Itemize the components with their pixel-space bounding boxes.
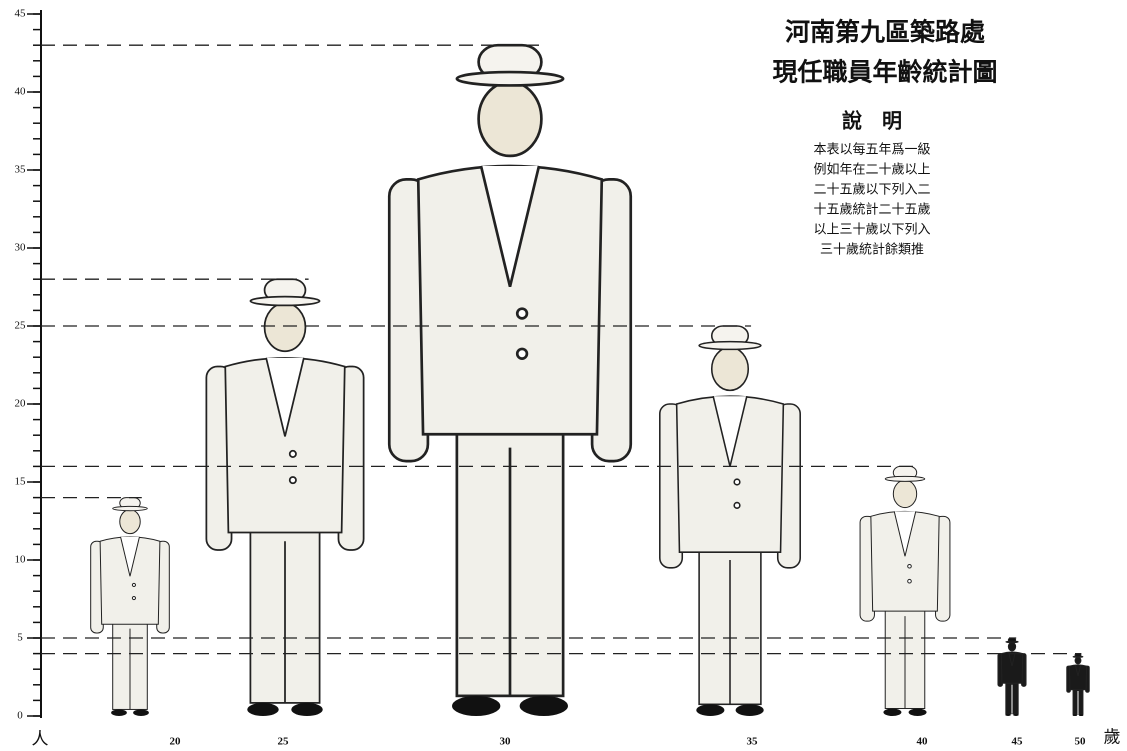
y-tick-label: 45 (15, 8, 27, 20)
chart-title: 河南第九區築路處 (785, 18, 985, 47)
figure-button (515, 347, 529, 360)
figure (90, 497, 170, 716)
figure-shoe (908, 708, 927, 716)
note-line: 以上三十歲以下列入 (813, 223, 930, 238)
figure-jacket (870, 510, 940, 612)
figure-head (892, 479, 918, 509)
figure-jacket (99, 536, 161, 625)
figure-hat-brim (884, 475, 926, 482)
figure-button (288, 476, 297, 485)
y-tick-label: 0 (17, 710, 23, 722)
figure-button (733, 478, 741, 486)
chart-subtitle: 現任職員年齡統計圖 (772, 58, 997, 87)
figure-head (119, 509, 141, 535)
y-tick-label: 40 (15, 86, 27, 98)
figure-lapel (893, 511, 917, 557)
figure (997, 637, 1027, 717)
figure-button (131, 595, 137, 601)
figure-button (907, 578, 912, 584)
y-axis-label: 人 (32, 730, 49, 750)
figure-hat-brim (112, 505, 148, 512)
figure-lapel (1008, 651, 1016, 667)
y-tick-label: 15 (15, 476, 27, 488)
figure-hat-brim (698, 340, 762, 351)
x-tick-label: 30 (500, 736, 512, 748)
figure-hat-brim (249, 295, 321, 307)
figure-button (131, 582, 137, 588)
y-tick-label: 35 (15, 164, 27, 176)
figure-head (263, 302, 307, 353)
figure-lapel (120, 536, 140, 577)
note-line: 二十五歲以下列入二 (813, 183, 930, 198)
y-tick-label: 5 (17, 632, 23, 644)
figure-button (288, 449, 297, 458)
y-tick-label: 10 (15, 554, 27, 566)
y-tick-label: 30 (15, 242, 27, 254)
note-line: 十五歲統計二十五歲 (813, 202, 930, 218)
figure-jacket (1068, 664, 1088, 691)
figure-shoe (735, 704, 764, 717)
figure-shoe (1078, 714, 1084, 717)
x-tick-label: 20 (170, 736, 182, 748)
figure-shoe (1072, 714, 1078, 717)
figure-hat-brim (1005, 640, 1019, 644)
figure-lapel (1074, 664, 1082, 677)
figure (205, 278, 365, 716)
figure-hat-brim (455, 70, 565, 87)
figure-head (710, 346, 750, 392)
figure-head (477, 80, 543, 158)
x-tick-label: 25 (278, 736, 290, 748)
figure-shoe (247, 702, 279, 716)
figure-shoe (883, 708, 902, 716)
figure-head (1007, 641, 1017, 652)
figure-shoe (1005, 713, 1011, 717)
x-tick-label: 50 (1075, 736, 1087, 748)
figure-hat-brim (1072, 655, 1084, 658)
note-line: 三十歲統計餘類推 (820, 242, 924, 258)
note-line: 例如年在二十歲以上 (813, 162, 930, 178)
figure-lapel (479, 165, 541, 288)
figure (387, 43, 633, 716)
x-tick-label: 45 (1012, 736, 1024, 748)
figure-button (515, 307, 529, 320)
figure (659, 325, 801, 717)
figure-shoe (133, 709, 149, 716)
figure-shoe (1013, 713, 1019, 717)
notes: 本表以每五年爲一級例如年在二十歲以上二十五歲以下列入二十五歲統計二十五歲以上三十… (813, 142, 930, 258)
figure-shoe (519, 695, 568, 716)
note-line: 本表以每五年爲一級 (813, 142, 930, 158)
figure-shoe (291, 702, 323, 716)
figure (1066, 653, 1090, 717)
figure-button (907, 563, 912, 569)
y-tick-label: 25 (15, 320, 27, 332)
figure-jacket (1000, 651, 1024, 684)
figure-lapel (265, 357, 305, 437)
y-tick-label: 20 (15, 398, 27, 410)
x-axis-label: 歲 (1104, 728, 1121, 748)
figure-shoe (696, 704, 725, 717)
legend-title: 說 明 (842, 109, 902, 133)
figure-head (1074, 656, 1082, 665)
x-tick-label: 40 (917, 736, 929, 748)
figure (859, 465, 951, 716)
figure-button (733, 501, 741, 509)
figure-shoe (452, 695, 501, 716)
figure-shoe (111, 709, 127, 716)
x-tick-label: 35 (747, 736, 759, 748)
